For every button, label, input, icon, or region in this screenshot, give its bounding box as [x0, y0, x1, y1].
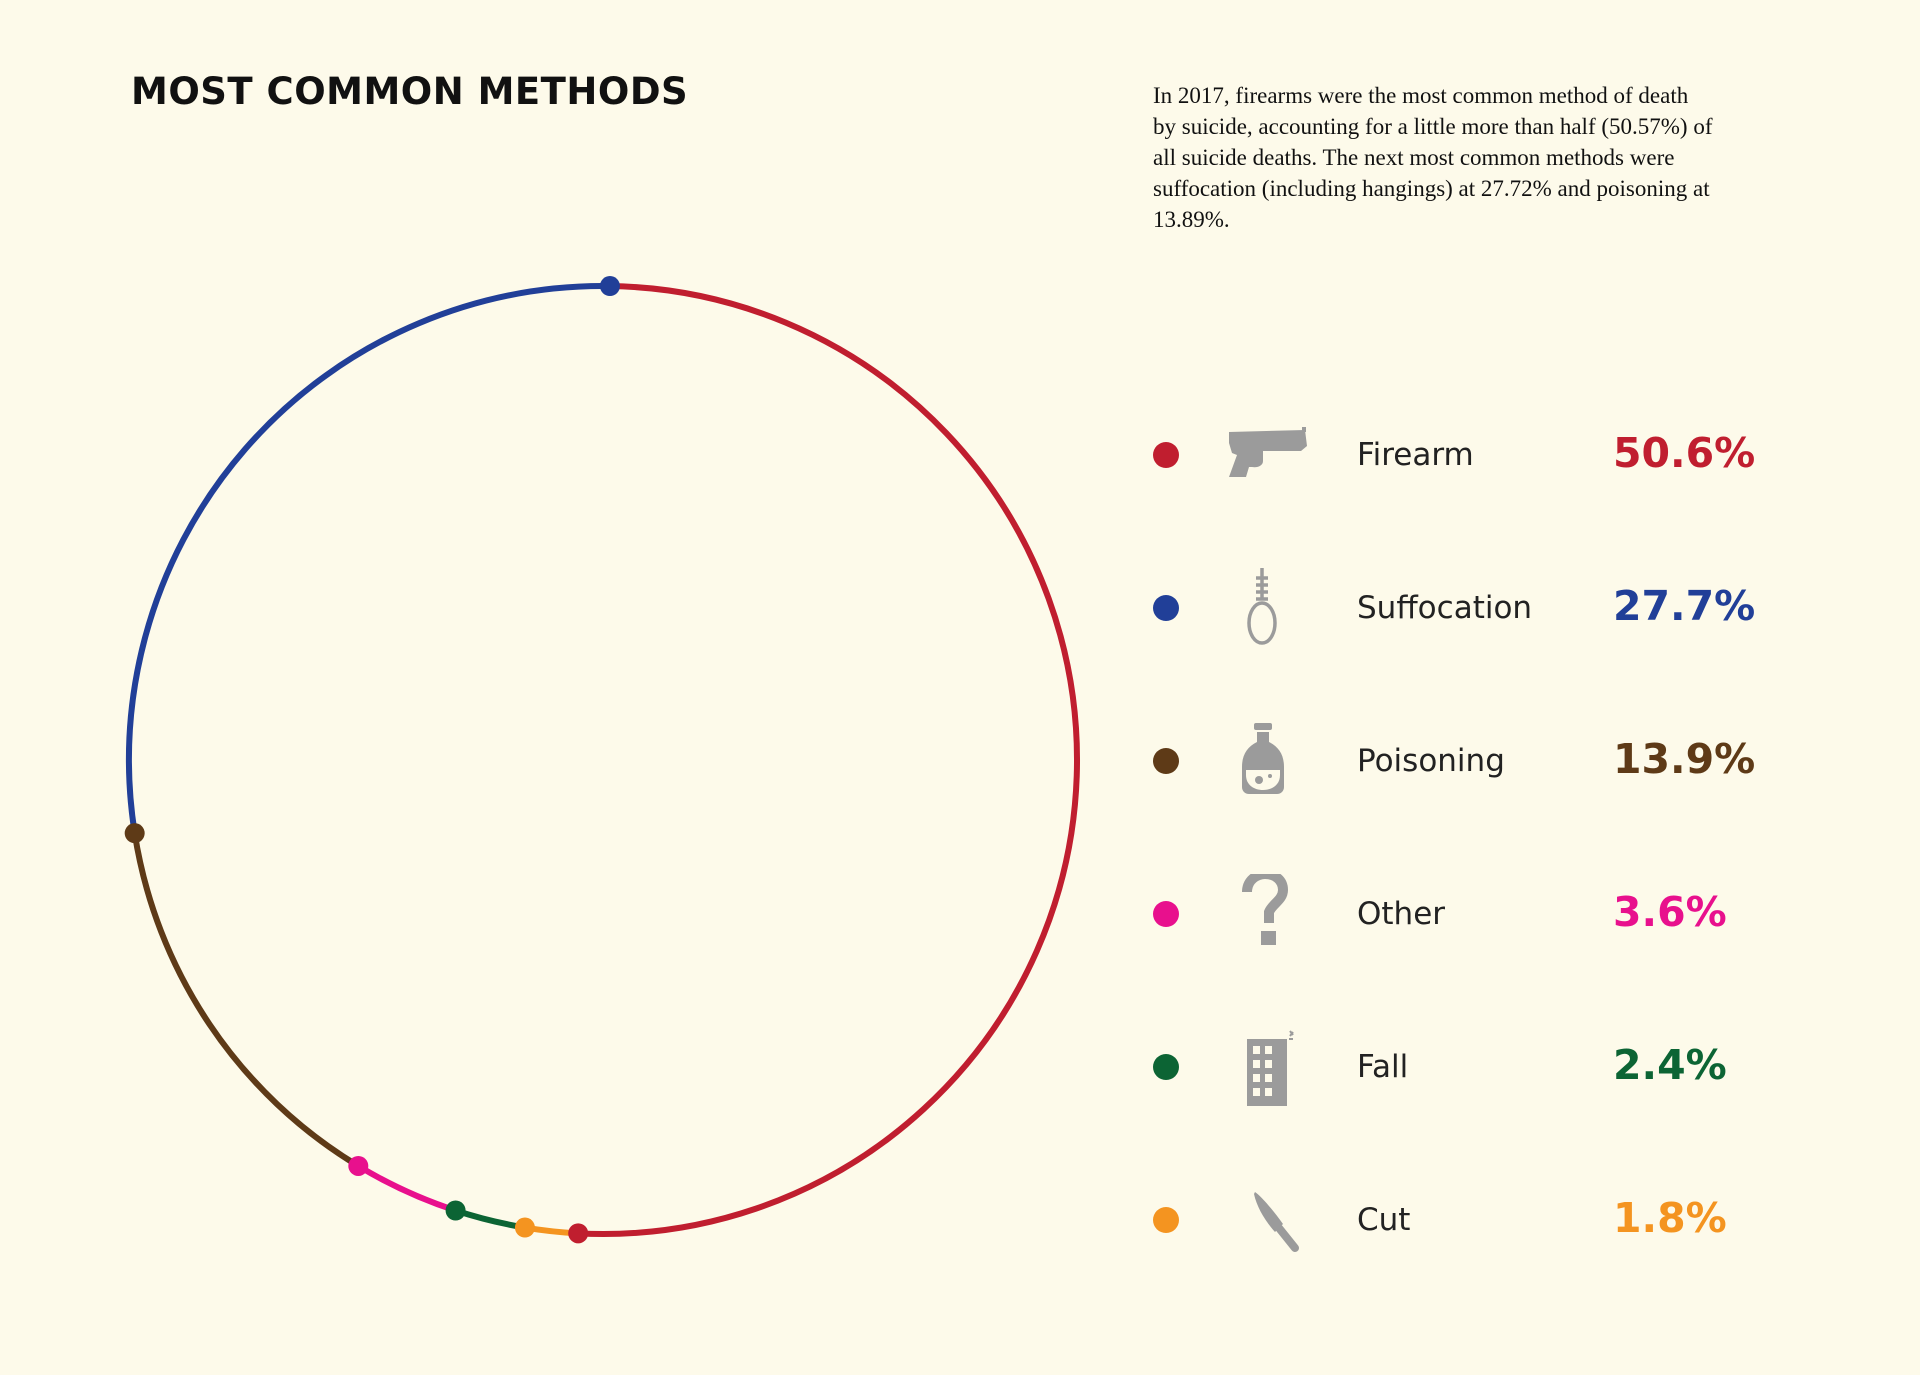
legend-value-suffocation: 27.7% [1613, 582, 1756, 630]
legend-label-other: Other [1357, 896, 1446, 932]
ring-arc-fall [454, 1207, 526, 1231]
poisoning-color-dot [1153, 748, 1179, 774]
ring-marker-cut [514, 1217, 535, 1238]
cut-color-dot [1153, 1207, 1179, 1233]
legend-value-fall: 2.4% [1613, 1041, 1727, 1089]
legend-item-suffocation: Suffocation 27.7% [1150, 568, 1910, 648]
legend-value-firearm: 50.6% [1613, 429, 1756, 477]
firearm-color-dot [1153, 442, 1179, 468]
fall-color-dot [1153, 1054, 1179, 1080]
legend-label-poisoning: Poisoning [1357, 743, 1505, 779]
legend-item-firearm: Firearm 50.6% [1150, 415, 1910, 495]
poison-bottle-icon [1217, 721, 1313, 801]
legend-label-firearm: Firearm [1357, 437, 1474, 473]
legend-label-fall: Fall [1357, 1049, 1409, 1085]
other-color-dot [1153, 901, 1179, 927]
question-mark-icon [1217, 874, 1313, 954]
suffocation-color-dot [1153, 595, 1179, 621]
legend-item-poisoning: Poisoning 13.9% [1150, 721, 1910, 801]
ring-marker-firearm [568, 1223, 589, 1244]
legend: Firearm 50.6% Suffocation 27.7% Poisonin… [1150, 0, 1910, 1375]
ring-chart [124, 276, 1081, 1244]
knife-icon [1217, 1180, 1313, 1260]
noose-icon [1217, 568, 1313, 648]
ring-arc-other [356, 1163, 457, 1214]
chart-title: MOST COMMON METHODS [131, 70, 689, 113]
ring-arc-suffocation [126, 283, 610, 834]
ring-dots [124, 276, 620, 1244]
legend-item-other: Other 3.6% [1150, 874, 1910, 954]
ring-marker-suffocation [599, 276, 620, 297]
building-icon [1217, 1027, 1313, 1107]
legend-value-poisoning: 13.9% [1613, 735, 1756, 783]
ring-arc-poisoning [131, 832, 360, 1169]
ring-marker-other [348, 1155, 369, 1176]
ring-arcs [126, 283, 1081, 1237]
legend-label-cut: Cut [1357, 1202, 1411, 1238]
ring-marker-fall [445, 1200, 466, 1221]
pistol-icon [1217, 415, 1313, 495]
legend-item-cut: Cut 1.8% [1150, 1180, 1910, 1260]
ring-arc-firearm [578, 283, 1081, 1237]
legend-label-suffocation: Suffocation [1357, 590, 1533, 626]
legend-item-fall: Fall 2.4% [1150, 1027, 1910, 1107]
chart-description: In 2017, firearms were the most common m… [1153, 83, 1713, 232]
legend-value-other: 3.6% [1613, 888, 1727, 936]
legend-value-cut: 1.8% [1613, 1194, 1727, 1242]
ring-marker-poisoning [124, 823, 145, 844]
